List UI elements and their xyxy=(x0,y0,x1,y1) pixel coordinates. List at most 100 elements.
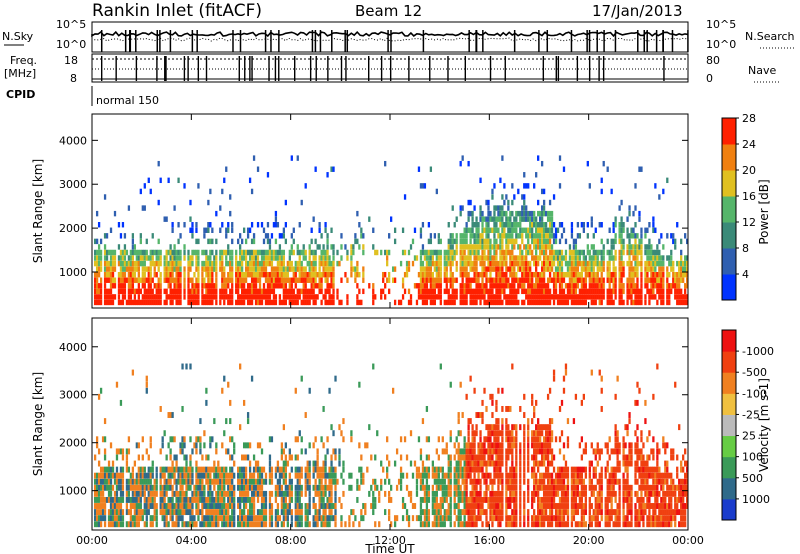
range-cell xyxy=(497,283,500,289)
range-cell xyxy=(107,299,111,306)
range-cell xyxy=(542,222,546,228)
range-cell xyxy=(286,515,289,522)
range-cell xyxy=(266,288,270,295)
range-cell xyxy=(542,260,546,267)
range-cell xyxy=(535,442,538,449)
range-cell xyxy=(211,249,214,256)
range-cell xyxy=(507,454,510,461)
range-cell xyxy=(539,271,542,278)
range-cell xyxy=(435,484,438,491)
range-cell xyxy=(308,490,311,497)
range-cell xyxy=(205,387,208,394)
range-cell xyxy=(107,466,111,473)
range-cell xyxy=(447,255,450,261)
range-cell xyxy=(487,503,490,509)
range-cell xyxy=(425,521,429,528)
range-cell xyxy=(163,503,166,509)
range-cell xyxy=(529,260,532,267)
range-cell xyxy=(284,199,287,206)
range-cell xyxy=(262,249,266,256)
range-cell xyxy=(471,509,474,516)
range-cell xyxy=(252,155,256,161)
range-cell xyxy=(151,515,154,522)
range-cell xyxy=(117,299,121,306)
range-cell xyxy=(393,277,397,283)
range-cell xyxy=(384,249,387,256)
range-cell xyxy=(264,478,268,485)
range-cell xyxy=(495,430,498,437)
range-cell xyxy=(358,442,361,449)
range-cell xyxy=(405,515,409,522)
range-cell xyxy=(221,466,224,473)
range-cell xyxy=(493,442,496,449)
range-cell xyxy=(183,222,186,228)
range-cell xyxy=(632,233,635,239)
range-cell xyxy=(217,521,220,528)
range-cell xyxy=(119,299,123,306)
range-cell xyxy=(248,478,252,485)
range-cell xyxy=(471,233,474,239)
range-cell xyxy=(109,442,113,449)
range-cell xyxy=(258,484,262,491)
range-cell xyxy=(260,448,264,455)
range-cell xyxy=(207,266,210,272)
range-cell xyxy=(469,521,472,528)
range-cell xyxy=(678,260,681,267)
range-cell xyxy=(147,490,150,497)
range-cell xyxy=(147,454,150,461)
range-cell xyxy=(330,490,333,497)
range-cell xyxy=(276,509,280,516)
range-cell xyxy=(209,249,212,256)
range-cell xyxy=(217,503,220,509)
range-cell xyxy=(467,255,470,261)
range-cell xyxy=(115,454,119,461)
range-cell xyxy=(244,472,248,479)
range-cell xyxy=(499,260,502,267)
range-cell xyxy=(542,255,546,261)
range-cell xyxy=(477,288,480,295)
range-cell xyxy=(159,472,162,479)
range-cell xyxy=(189,521,192,528)
range-cell xyxy=(207,277,210,283)
range-cell xyxy=(539,509,542,516)
range-cell xyxy=(435,188,438,195)
range-cell xyxy=(471,277,474,283)
range-cell xyxy=(131,478,135,485)
range-cell xyxy=(113,249,117,256)
range-cell xyxy=(449,294,452,300)
range-cell xyxy=(501,227,504,233)
range-cell xyxy=(306,515,309,522)
range-cell xyxy=(515,472,518,479)
range-cell xyxy=(582,255,585,261)
range-cell xyxy=(638,210,641,217)
range-cell xyxy=(318,277,321,283)
range-cell xyxy=(535,294,538,300)
range-cell xyxy=(296,515,299,522)
range-cell xyxy=(109,521,113,528)
range-cell xyxy=(539,521,542,528)
range-cell xyxy=(542,233,546,239)
range-cell xyxy=(433,277,436,283)
range-cell xyxy=(537,210,540,217)
range-cell xyxy=(411,260,415,267)
range-cell xyxy=(481,227,484,233)
range-cell xyxy=(229,436,232,443)
range-cell xyxy=(533,271,536,278)
range-cell xyxy=(127,436,131,443)
range-cell xyxy=(153,515,156,522)
range-cell xyxy=(511,484,514,491)
range-cell xyxy=(233,503,236,509)
range-cell xyxy=(590,277,593,283)
range-cell xyxy=(479,271,482,278)
range-cell xyxy=(264,509,268,516)
range-cell xyxy=(107,484,111,491)
range-cell xyxy=(260,503,264,509)
range-cell xyxy=(119,484,123,491)
range-cell xyxy=(596,277,599,283)
range-cell xyxy=(117,515,121,522)
range-cell xyxy=(433,249,436,256)
range-cell xyxy=(330,266,333,272)
range-cell xyxy=(163,521,166,528)
range-cell xyxy=(485,271,488,278)
range-cell xyxy=(439,496,442,503)
